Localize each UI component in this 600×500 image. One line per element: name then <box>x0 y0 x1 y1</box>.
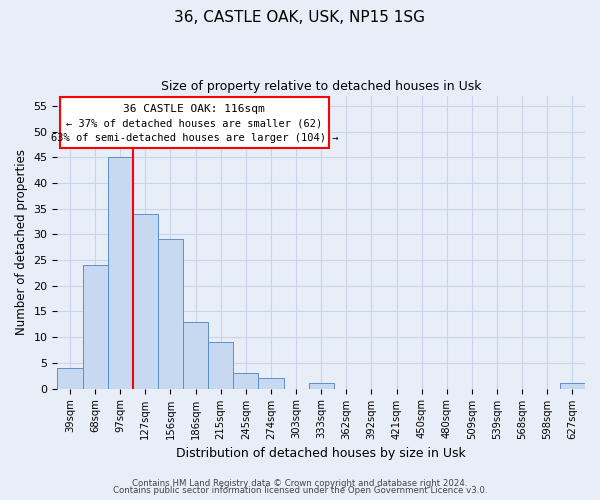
FancyBboxPatch shape <box>60 96 329 148</box>
Text: Contains public sector information licensed under the Open Government Licence v3: Contains public sector information licen… <box>113 486 487 495</box>
Bar <box>208 342 233 388</box>
Text: 36 CASTLE OAK: 116sqm: 36 CASTLE OAK: 116sqm <box>124 104 265 114</box>
Title: Size of property relative to detached houses in Usk: Size of property relative to detached ho… <box>161 80 481 93</box>
Bar <box>107 157 133 388</box>
Text: 36, CASTLE OAK, USK, NP15 1SG: 36, CASTLE OAK, USK, NP15 1SG <box>175 10 425 25</box>
Bar <box>133 214 158 388</box>
X-axis label: Distribution of detached houses by size in Usk: Distribution of detached houses by size … <box>176 447 466 460</box>
Text: Contains HM Land Registry data © Crown copyright and database right 2024.: Contains HM Land Registry data © Crown c… <box>132 478 468 488</box>
Text: ← 37% of detached houses are smaller (62): ← 37% of detached houses are smaller (62… <box>66 118 322 128</box>
Bar <box>560 384 585 388</box>
Bar <box>183 322 208 388</box>
Bar <box>58 368 83 388</box>
Bar <box>83 265 107 388</box>
Y-axis label: Number of detached properties: Number of detached properties <box>15 149 28 335</box>
Bar <box>259 378 284 388</box>
Bar <box>233 373 259 388</box>
Text: 63% of semi-detached houses are larger (104) →: 63% of semi-detached houses are larger (… <box>50 133 338 143</box>
Bar <box>308 384 334 388</box>
Bar <box>158 240 183 388</box>
